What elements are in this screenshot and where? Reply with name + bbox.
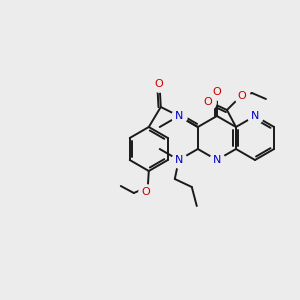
Text: N: N — [175, 111, 183, 121]
Text: O: O — [141, 187, 150, 197]
Text: O: O — [238, 91, 246, 101]
Text: O: O — [204, 97, 212, 107]
Text: N: N — [213, 155, 221, 165]
Text: N: N — [175, 155, 183, 165]
Text: N: N — [251, 111, 259, 121]
Text: O: O — [212, 87, 221, 97]
Text: O: O — [154, 79, 163, 89]
